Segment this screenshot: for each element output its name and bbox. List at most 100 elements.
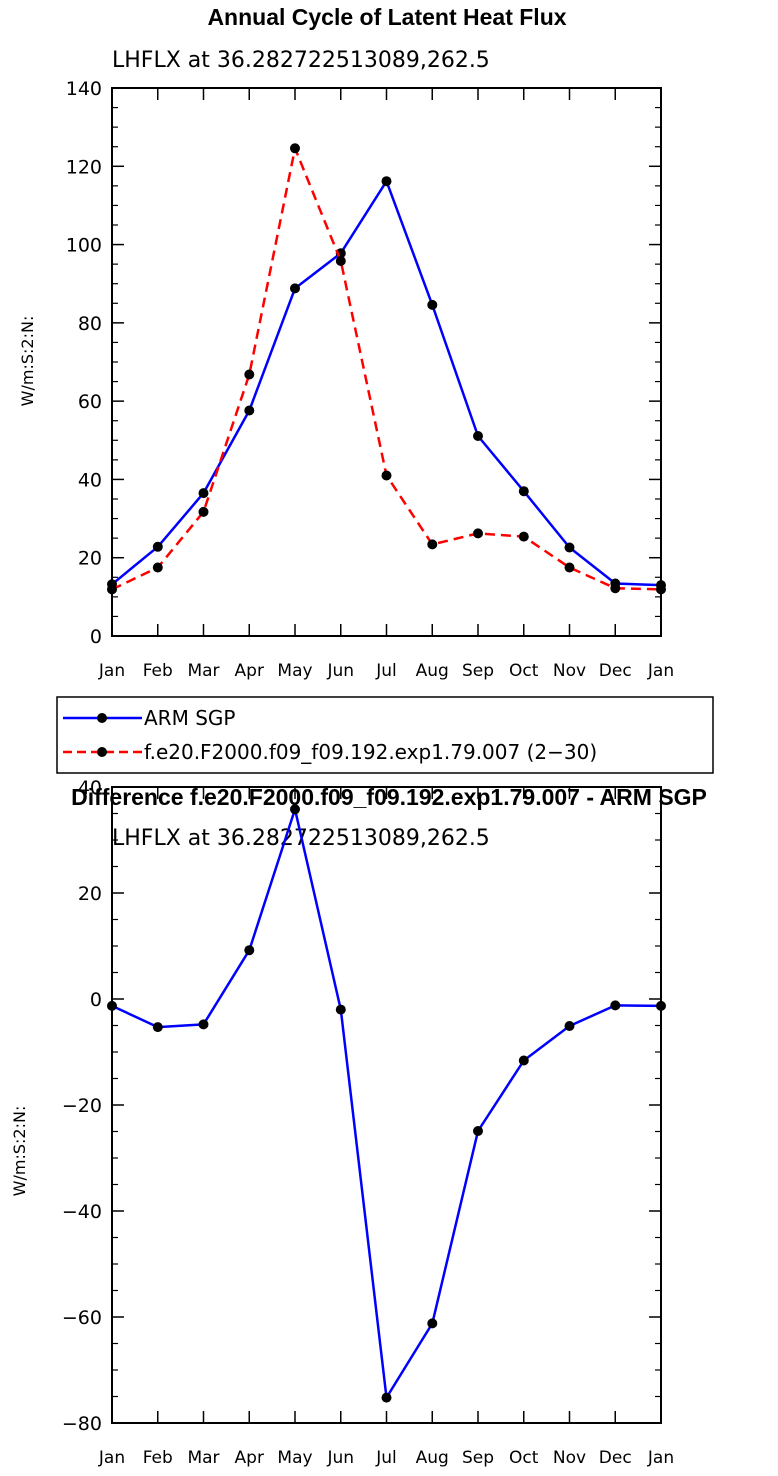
data-point bbox=[518, 531, 529, 542]
data-point bbox=[290, 283, 300, 294]
series-line bbox=[111, 147, 662, 591]
series-group bbox=[107, 804, 666, 1403]
x-tick-label: Jan bbox=[98, 661, 125, 681]
y-tick-label: 40 bbox=[78, 777, 102, 799]
data-point bbox=[381, 1392, 392, 1403]
data-point bbox=[244, 405, 255, 416]
y-tick-label: −60 bbox=[62, 1307, 102, 1329]
data-point bbox=[244, 369, 255, 380]
x-tick-label: Aug bbox=[416, 1448, 449, 1468]
x-tick-labels: Jan Feb Mar Apr May Jun Jul Aug Sep Oct Nov Dec Jan bbox=[98, 661, 674, 681]
data-point bbox=[610, 1000, 621, 1011]
x-tick-label: Mar bbox=[187, 661, 219, 681]
chart-title: Difference f.e20.F2000.f09_f09.192.exp1.… bbox=[71, 784, 707, 810]
data-point bbox=[198, 488, 209, 499]
x-tick-label: Nov bbox=[553, 661, 586, 681]
annual-cycle-panel: Annual Cycle of Latent Heat Flux LHFLX a… bbox=[18, 4, 674, 681]
x-tick-label: Oct bbox=[509, 1448, 539, 1468]
data-point bbox=[335, 256, 346, 266]
data-point bbox=[244, 945, 255, 956]
x-tick-label: Jan bbox=[647, 1448, 674, 1468]
x-tick-label: Jun bbox=[326, 661, 354, 681]
legend-item-model: f.e20.F2000.f09_f09.192.exp1.79.007 (2−3… bbox=[63, 740, 597, 764]
x-tick-label: Mar bbox=[187, 1448, 219, 1468]
y-tick-label: −80 bbox=[62, 1413, 102, 1435]
y-axis-label: W/m:S:2:N: bbox=[10, 1106, 29, 1197]
data-point bbox=[152, 541, 163, 552]
chart-subtitle: LHFLX at 36.282722513089,262.5 bbox=[112, 48, 490, 73]
x-tick-label: Aug bbox=[416, 661, 449, 681]
legend-marker-arm-sgp bbox=[97, 713, 107, 723]
legend: ARM SGP f.e20.F2000.f09_f09.192.exp1.79.… bbox=[56, 696, 714, 774]
x-tick-label: Sep bbox=[462, 1448, 494, 1468]
data-point bbox=[518, 486, 529, 497]
y-tick-labels: 0 20 40 60 80 100 120 140 bbox=[66, 78, 102, 648]
data-point bbox=[290, 804, 300, 815]
y-tick-label: −40 bbox=[62, 1201, 102, 1223]
x-tick-label: Jul bbox=[375, 661, 397, 681]
y-tick-label: 20 bbox=[78, 548, 102, 570]
y-tick-label: 100 bbox=[66, 235, 102, 257]
data-point bbox=[564, 562, 575, 573]
legend-marker-model bbox=[97, 747, 107, 757]
x-tick-label: Sep bbox=[462, 661, 494, 681]
legend-item-arm-sgp: ARM SGP bbox=[63, 706, 235, 730]
legend-box bbox=[56, 696, 714, 774]
x-tick-label: Jan bbox=[647, 661, 674, 681]
x-tick-labels: Jan Feb Mar Apr May Jun Jul Aug Sep Oct Nov Dec Jan bbox=[98, 1448, 674, 1468]
x-tick-label: Oct bbox=[509, 661, 539, 681]
data-point bbox=[381, 176, 392, 187]
data-point bbox=[427, 299, 438, 310]
y-tick-label: 0 bbox=[90, 989, 102, 1011]
data-point bbox=[473, 528, 483, 539]
data-point bbox=[152, 562, 163, 573]
x-tick-label: Dec bbox=[599, 1448, 632, 1468]
x-tick-label: Apr bbox=[235, 1448, 264, 1468]
x-tick-label: Apr bbox=[235, 661, 264, 681]
x-tick-label: May bbox=[277, 661, 312, 681]
plot-frame bbox=[111, 786, 662, 1424]
legend-label-model: f.e20.F2000.f09_f09.192.exp1.79.007 (2−3… bbox=[144, 740, 597, 764]
data-point bbox=[564, 1021, 575, 1031]
data-point bbox=[473, 1126, 483, 1136]
y-tick-label: −20 bbox=[62, 1095, 102, 1117]
data-point bbox=[473, 431, 483, 441]
y-axis-label: W/m:S:2:N: bbox=[18, 316, 37, 407]
data-point bbox=[381, 470, 392, 481]
data-point bbox=[198, 506, 209, 517]
x-tick-label: Feb bbox=[143, 661, 173, 681]
data-point bbox=[198, 1019, 209, 1030]
y-tick-label: 60 bbox=[78, 391, 102, 413]
data-point bbox=[335, 1004, 346, 1015]
y-tick-label: 20 bbox=[78, 883, 102, 905]
axis-ticks bbox=[111, 786, 662, 1424]
y-tick-label: 120 bbox=[66, 156, 102, 178]
y-tick-label: 0 bbox=[90, 626, 102, 648]
y-tick-label: 140 bbox=[66, 78, 102, 100]
x-tick-label: Nov bbox=[553, 1448, 586, 1468]
data-point bbox=[427, 1318, 438, 1329]
series-line bbox=[111, 179, 662, 587]
series-line bbox=[111, 808, 662, 1399]
x-tick-label: Dec bbox=[599, 661, 632, 681]
chart-title: Annual Cycle of Latent Heat Flux bbox=[207, 4, 566, 30]
plot-frame bbox=[111, 87, 662, 637]
x-tick-label: Feb bbox=[143, 1448, 173, 1468]
y-tick-label: 80 bbox=[78, 313, 102, 335]
data-point bbox=[152, 1022, 163, 1033]
x-tick-label: Jan bbox=[98, 1448, 125, 1468]
data-point bbox=[290, 143, 300, 154]
x-tick-label: Jul bbox=[375, 1448, 397, 1468]
data-point bbox=[610, 583, 621, 594]
series-group bbox=[107, 143, 666, 595]
x-tick-label: Jun bbox=[326, 1448, 354, 1468]
data-point bbox=[518, 1055, 529, 1066]
legend-label-arm-sgp: ARM SGP bbox=[144, 706, 235, 730]
data-point bbox=[427, 539, 438, 550]
y-tick-labels: −80 −60 −40 −20 0 20 40 bbox=[62, 777, 102, 1435]
y-tick-label: 40 bbox=[78, 469, 102, 491]
data-point bbox=[564, 542, 575, 553]
difference-panel: Difference f.e20.F2000.f09_f09.192.exp1.… bbox=[10, 777, 707, 1468]
x-tick-label: May bbox=[277, 1448, 312, 1468]
